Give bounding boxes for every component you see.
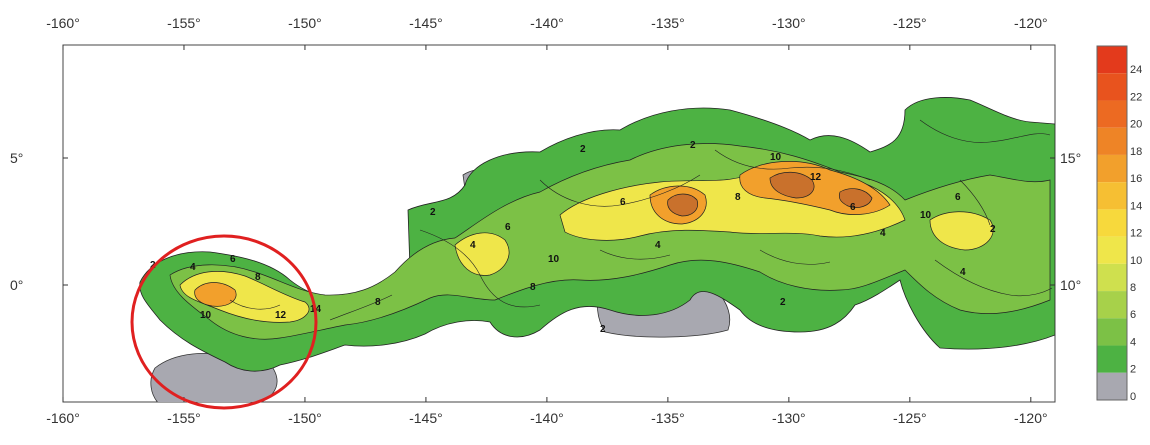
x-tick-label: -150° — [288, 410, 322, 426]
contour-label: 12 — [810, 172, 822, 183]
x-tick-label: -130° — [772, 15, 806, 31]
colorbar-swatch — [1097, 73, 1127, 101]
colorbar-swatch — [1097, 263, 1127, 292]
x-tick-label: -145° — [409, 410, 443, 426]
contour-lines — [229, 119, 1053, 321]
colorbar-swatch — [1097, 372, 1127, 400]
contour-label: 10 — [200, 310, 212, 321]
contour-label: 4 — [190, 262, 196, 273]
y-axis-left: 5° 0° — [10, 150, 68, 293]
contour-label: 8 — [530, 282, 536, 293]
contour-label: 4 — [960, 267, 966, 278]
x-tick-label: -145° — [409, 15, 443, 31]
y-tick-label: 5° — [10, 150, 23, 166]
contour-label: 8 — [375, 297, 381, 308]
colorbar-label: 16 — [1130, 173, 1142, 185]
x-tick-label: -160° — [46, 410, 80, 426]
colorbar-label: 20 — [1130, 119, 1142, 131]
x-axis-bottom: -160° -155° -150° -145° -140° -135° -130° -125°… — [46, 397, 1048, 426]
x-tick-label: -120° — [1014, 410, 1048, 426]
contour-label: 6 — [955, 192, 961, 203]
colorbar-swatch — [1097, 236, 1127, 264]
y-tick-label: 0° — [10, 277, 23, 293]
colorbar-swatch — [1097, 318, 1127, 346]
contour-label: 6 — [230, 254, 236, 265]
contour-level-18 — [667, 171, 873, 217]
contour-label: 2 — [430, 207, 436, 218]
contour-label: 4 — [655, 240, 661, 251]
x-tick-label: -160° — [46, 15, 80, 31]
colorbar-label: 22 — [1130, 91, 1142, 103]
contour-label: 4 — [470, 240, 476, 251]
y-tick-label-right: 10° — [1060, 277, 1081, 293]
contour-label: 8 — [735, 192, 741, 203]
colorbar-label: 8 — [1130, 282, 1136, 294]
contour-label: 4 — [880, 228, 886, 239]
colorbar-label: 24 — [1130, 64, 1142, 76]
colorbar-label: 6 — [1130, 309, 1136, 321]
colorbar-swatch — [1097, 127, 1127, 155]
x-tick-label: -135° — [651, 15, 685, 31]
colorbar-swatch — [1097, 209, 1127, 237]
colorbar-swatch — [1097, 46, 1127, 74]
x-tick-label: -150° — [288, 15, 322, 31]
y-axis-right: 15° 10° — [1050, 150, 1081, 293]
contour-field: 2 4 6 8 10 12 14 2 4 6 8 10 2 6 4 2 8 10… — [139, 97, 1055, 402]
colorbar-label: 10 — [1130, 255, 1142, 267]
colorbar-swatch — [1097, 182, 1127, 210]
x-axis-top: -160° -155° -150° -145° -140° -135° -130° -125°… — [46, 15, 1048, 50]
colorbar-label: 4 — [1130, 336, 1136, 348]
x-tick-label: -120° — [1014, 15, 1048, 31]
contour-label: 10 — [920, 210, 932, 221]
colorbar-swatch — [1097, 291, 1127, 319]
x-tick-label: -125° — [893, 410, 927, 426]
colorbar-swatch — [1097, 154, 1127, 183]
contour-label: 8 — [255, 272, 261, 283]
contour-level-14 — [194, 161, 891, 307]
colorbar-frame — [1096, 45, 1128, 401]
x-tick-label: -130° — [772, 410, 806, 426]
colorbar-label: 14 — [1130, 200, 1142, 212]
contour-label: 2 — [780, 297, 786, 308]
contour-label: 6 — [850, 202, 856, 213]
contour-label: 2 — [990, 224, 996, 235]
contour-label: 2 — [580, 144, 586, 155]
contour-label: 6 — [620, 197, 626, 208]
contour-label: 2 — [600, 324, 606, 335]
colorbar-swatch — [1097, 345, 1127, 373]
contour-label: 6 — [505, 222, 511, 233]
colorbar-label: 2 — [1130, 364, 1136, 376]
colorbar-label: 18 — [1130, 146, 1142, 158]
contour-label: 12 — [275, 310, 287, 321]
x-tick-label: -135° — [651, 410, 685, 426]
colorbar-label: 0 — [1130, 391, 1136, 403]
contour-level-10 — [179, 166, 994, 323]
y-tick-label-right: 15° — [1060, 150, 1081, 166]
x-tick-label: -125° — [893, 15, 927, 31]
colorbar-label: 12 — [1130, 228, 1142, 240]
x-tick-label: -155° — [167, 410, 201, 426]
x-tick-label: -140° — [530, 410, 564, 426]
contour-label: 10 — [770, 152, 782, 163]
colorbar-swatch — [1097, 100, 1127, 128]
contour-label: 10 — [548, 254, 560, 265]
x-tick-label: -140° — [530, 15, 564, 31]
highlight-circle — [130, 234, 318, 410]
contour-label: 2 — [690, 140, 696, 151]
x-tick-label: -155° — [167, 15, 201, 31]
